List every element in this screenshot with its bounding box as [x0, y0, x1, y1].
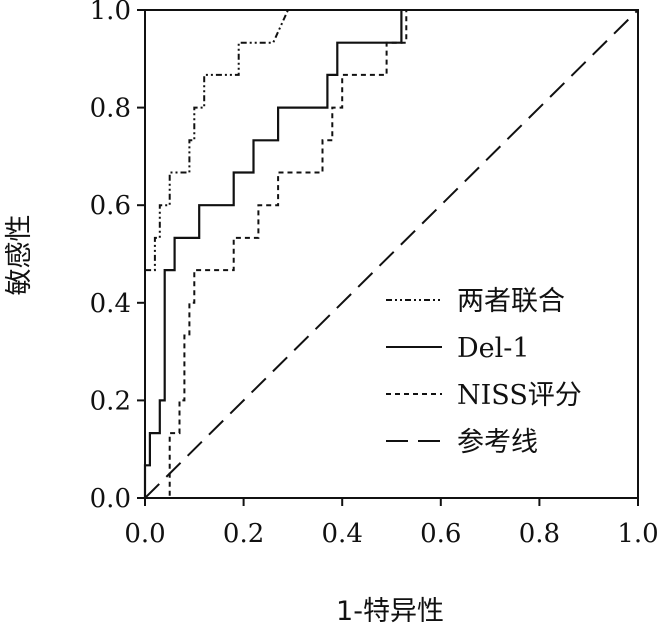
x-tick-label: 1.0	[617, 519, 658, 549]
series-line-0	[144, 9, 289, 498]
legend-label: NISS评分	[457, 380, 582, 411]
x-tick-label: 0.0	[124, 519, 165, 549]
y-tick-label: 0.0	[90, 484, 131, 514]
x-tick-label: 0.6	[420, 519, 461, 549]
y-axis: 0.0 0.2 0.4 0.6 0.8 1.0	[90, 0, 145, 514]
y-tick-label: 0.6	[90, 191, 131, 221]
series-line-1	[143, 10, 403, 498]
series-layer	[143, 9, 639, 499]
legend-label: Del-1	[457, 333, 530, 364]
x-tick-label: 0.2	[223, 519, 264, 549]
x-axis-title: 1-特异性	[336, 596, 444, 626]
y-tick-label: 1.0	[90, 0, 131, 26]
y-axis-title: 敏感性	[4, 215, 35, 296]
y-tick-label: 0.2	[90, 386, 131, 416]
plot-frame	[144, 9, 639, 499]
legend-background	[378, 278, 598, 460]
y-tick-label: 0.8	[90, 94, 131, 124]
series-line-2	[145, 10, 408, 499]
series-line-3	[144, 9, 639, 499]
x-tick-label: 0.8	[519, 519, 560, 549]
x-axis: 0.0 0.2 0.4 0.6 0.8 1.0	[124, 498, 659, 549]
legend-label: 参考线	[457, 427, 538, 458]
x-tick-label: 0.4	[322, 519, 363, 549]
y-tick-label: 0.4	[90, 289, 131, 319]
legend-label: 两者联合	[457, 286, 565, 317]
